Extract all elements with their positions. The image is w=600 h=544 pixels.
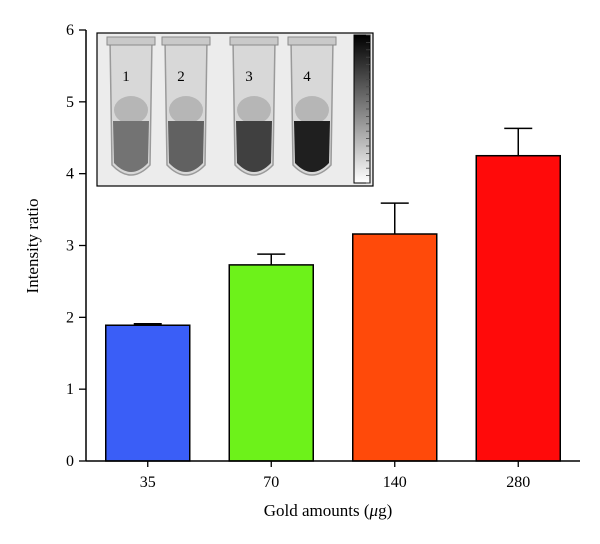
tube-label-3: 3: [245, 69, 253, 85]
x-axis-label-mu: μ: [369, 501, 379, 520]
y-tick-label-5: 5: [66, 94, 74, 111]
tube-rim-2: [161, 36, 211, 46]
y-tick-label-1: 1: [66, 381, 74, 398]
tube-inset: 1 2 3 4: [96, 32, 374, 187]
axes-group: 35 70 140 280 0 1 2 3 4 5 6: [66, 22, 580, 491]
x-axis-label: Gold amounts (μg): [264, 501, 393, 520]
y-tick-label-0: 0: [66, 453, 74, 470]
x-tick-label-70: 70: [263, 474, 279, 491]
y-tick-label-6: 6: [66, 22, 74, 39]
x-tick-label-35: 35: [140, 474, 156, 491]
tube-rim-3: [229, 36, 279, 46]
bar-140: [352, 233, 438, 462]
y-tick-label-3: 3: [66, 238, 74, 255]
tube-label-1: 1: [122, 69, 130, 85]
error-bars-group: [133, 127, 533, 326]
tube-haze-2: [169, 96, 203, 124]
bar-280: [475, 154, 561, 462]
bar-35: [105, 324, 191, 462]
x-tick-label-140: 140: [383, 474, 407, 491]
tube-label-4: 4: [303, 69, 311, 85]
x-axis-label-part-3: g): [378, 501, 392, 520]
tube-label-2: 2: [177, 69, 185, 85]
y-tick-label-2: 2: [66, 309, 74, 326]
bar-70: [228, 264, 314, 462]
tube-haze-3: [237, 96, 271, 124]
bars-group: [105, 154, 561, 462]
y-tick-label-4: 4: [66, 166, 74, 183]
tube-haze-1: [114, 96, 148, 124]
tube-contents-2: [168, 121, 204, 172]
tube-contents-4: [294, 121, 330, 172]
y-axis-label: Intensity ratio: [23, 199, 42, 294]
tube-contents-1: [113, 121, 149, 172]
tube-haze-4: [295, 96, 329, 124]
tube-rim-1: [106, 36, 156, 46]
x-axis-label-part-1: Gold amounts (: [264, 501, 370, 520]
tube-contents-3: [236, 121, 272, 172]
x-tick-label-280: 280: [506, 474, 530, 491]
tube-rim-4: [287, 36, 337, 46]
